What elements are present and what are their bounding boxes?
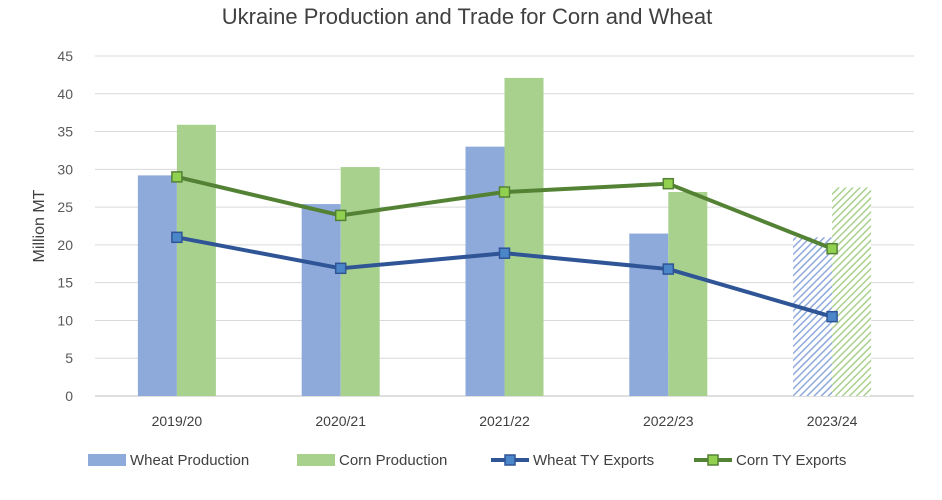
x-tick-label: 2019/20 (152, 413, 203, 429)
y-tick-label: 20 (57, 237, 73, 253)
corn-production-bar (832, 187, 872, 396)
corn-exports-marker (498, 186, 511, 198)
y-tick-label: 5 (65, 350, 73, 366)
legend-label: Corn TY Exports (736, 452, 846, 469)
legend-label: Wheat Production (130, 452, 249, 469)
corn-exports-marker (826, 242, 838, 255)
y-axis-label: Million MT (31, 189, 48, 262)
legend-swatch (297, 454, 335, 466)
wheat-exports-marker (498, 247, 511, 259)
x-tick-label: 2021/22 (479, 413, 530, 429)
x-tick-label: 2022/23 (643, 413, 694, 429)
corn-exports-marker (662, 177, 675, 190)
wheat-production-bar (301, 204, 341, 396)
y-tick-label: 35 (57, 124, 73, 140)
legend-swatch-marker (707, 454, 719, 466)
chart-title: Ukraine Production and Trade for Corn an… (222, 4, 712, 29)
wheat-production-bar (629, 233, 669, 396)
y-tick-label: 10 (57, 312, 73, 328)
wheat-exports-marker (826, 310, 838, 323)
corn-production-bar (504, 77, 544, 397)
legend-swatch-marker (504, 454, 516, 466)
corn-exports-marker (334, 209, 347, 222)
wheat-exports-marker (171, 231, 183, 244)
y-tick-labels: 0 5 10 15 20 25 30 35 40 45 (57, 48, 73, 404)
legend-label: Wheat TY Exports (533, 452, 654, 469)
bars (137, 77, 872, 397)
y-tick-label: 25 (57, 199, 73, 215)
x-tick-label: 2020/21 (315, 413, 366, 429)
corn-exports-marker (171, 171, 183, 183)
y-tick-label: 15 (57, 275, 73, 291)
x-tick-labels: 2019/20 2020/21 2021/22 2022/23 2023/24 (152, 413, 858, 429)
legend-swatch (88, 454, 126, 466)
corn-production-bar (176, 124, 216, 396)
y-tick-label: 40 (57, 86, 73, 102)
corn-production-bar (668, 192, 708, 396)
wheat-production-bar (465, 146, 505, 396)
wheat-production-bar (137, 175, 177, 396)
wheat-exports-marker (662, 263, 675, 275)
y-tick-label: 30 (57, 161, 73, 177)
legend: Wheat Production Corn Production Wheat TY … (88, 452, 846, 469)
lines (171, 171, 838, 323)
x-tick-label: 2023/24 (807, 413, 858, 429)
y-tick-label: 0 (65, 388, 73, 404)
corn-production-bar (340, 167, 380, 396)
legend-label: Corn Production (339, 452, 447, 469)
wheat-exports-marker (334, 262, 347, 275)
y-tick-label: 45 (57, 48, 73, 64)
